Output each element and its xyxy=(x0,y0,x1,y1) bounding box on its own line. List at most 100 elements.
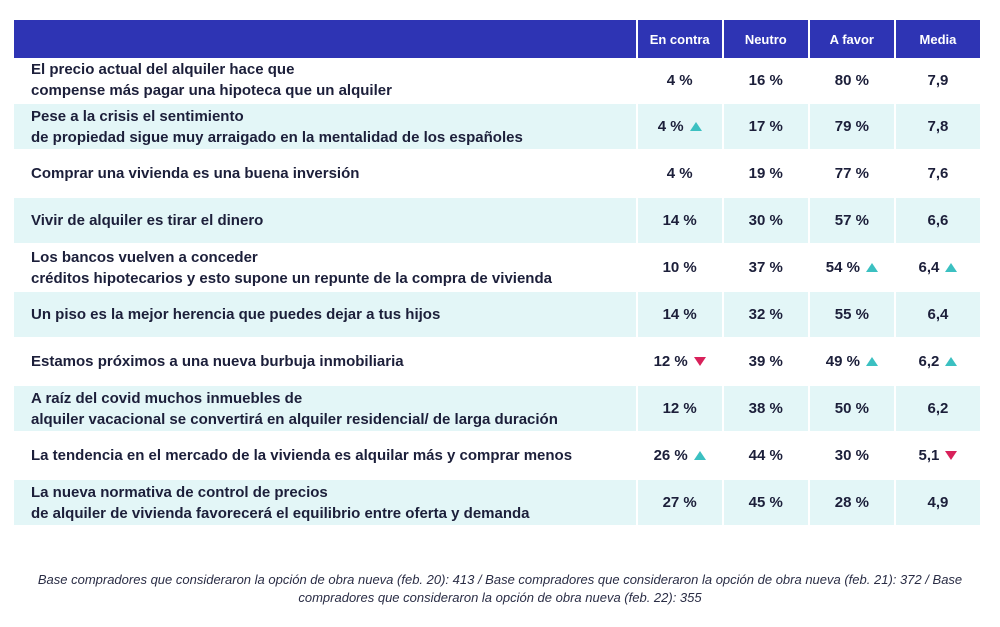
statement-line: Comprar una vivienda es una buena invers… xyxy=(31,165,360,182)
cell-neutro: 37 % xyxy=(723,245,808,292)
value-en-contra: 10 % xyxy=(662,259,697,276)
cell-neutro: 45 % xyxy=(723,480,808,527)
value-a-favor: 50 % xyxy=(834,400,869,417)
cell-a-favor: 54 % xyxy=(809,245,894,292)
table-row: Vivir de alquiler es tirar el dinero 14 %… xyxy=(14,198,980,245)
cell-media: 5,1 xyxy=(895,433,980,480)
cell-a-favor: 80 % xyxy=(809,58,894,104)
statement-line: La nueva normativa de control de precios xyxy=(31,483,328,501)
value-a-favor: 80 % xyxy=(834,71,869,89)
statement-line: El precio actual del alquiler hace que xyxy=(31,61,295,78)
value-en-contra: 12 % xyxy=(662,400,697,417)
value-media: 6,4 xyxy=(927,306,949,323)
statement-line: Pese a la crisis el sentimiento xyxy=(31,107,244,125)
cell-en-contra: 4 % xyxy=(637,104,722,151)
cell-media: 6,4 xyxy=(895,292,980,339)
triangle-up-icon xyxy=(865,356,878,366)
statement-cell: Comprar una vivienda es una buena invers… xyxy=(14,151,636,198)
cell-a-favor: 77 % xyxy=(809,151,894,198)
table-row: Un piso es la mejor herencia que puedes … xyxy=(14,292,980,339)
statement-cell: Estamos próximos a una nueva burbuja inm… xyxy=(14,339,636,386)
triangle-up-icon xyxy=(865,262,878,272)
header-neutro: Neutro xyxy=(723,20,808,58)
cell-media: 7,9 xyxy=(895,58,980,104)
statement-cell: Vivir de alquiler es tirar el dinero xyxy=(14,198,636,245)
header-statement xyxy=(14,20,636,58)
cell-neutro: 19 % xyxy=(723,151,808,198)
footnote: Base compradores que consideraron la opc… xyxy=(37,572,963,605)
cell-media: 6,2 xyxy=(895,386,980,433)
value-en-contra: 14 % xyxy=(662,212,697,229)
value-a-favor: 57 % xyxy=(834,212,869,229)
table-row: Comprar una vivienda es una buena invers… xyxy=(14,151,980,198)
statement-line: Estamos próximos a una nueva burbuja inm… xyxy=(31,353,404,370)
statement-cell: A raíz del covid muchos inmuebles de alqu… xyxy=(14,386,636,433)
cell-media: 6,6 xyxy=(895,198,980,245)
cell-en-contra: 14 % xyxy=(637,292,722,339)
statement-line: créditos hipotecarios y esto supone un r… xyxy=(31,269,552,287)
value-neutro: 19 % xyxy=(748,165,783,182)
value-neutro: 37 % xyxy=(748,259,783,276)
statement-line: alquiler vacacional se convertirá en alq… xyxy=(31,410,558,428)
triangle-up-icon xyxy=(689,121,702,131)
cell-en-contra: 14 % xyxy=(637,198,722,245)
header-media: Media xyxy=(895,20,980,58)
cell-media: 6,4 xyxy=(895,245,980,292)
statement-cell: Pese a la crisis el sentimiento de propie… xyxy=(14,104,636,151)
cell-a-favor: 55 % xyxy=(809,292,894,339)
triangle-up-icon xyxy=(945,356,958,366)
statement-line: A raíz del covid muchos inmuebles de xyxy=(31,389,303,407)
cell-en-contra: 27 % xyxy=(637,480,722,527)
value-en-contra: 14 % xyxy=(662,306,697,323)
cell-en-contra: 12 % xyxy=(637,386,722,433)
value-a-favor: 55 % xyxy=(834,306,869,323)
value-en-contra: 27 % xyxy=(662,494,697,511)
cell-a-favor: 30 % xyxy=(809,433,894,480)
statement-cell: La tendencia en el mercado de la viviend… xyxy=(14,433,636,480)
value-media: 7,6 xyxy=(927,165,949,182)
value-neutro: 32 % xyxy=(748,306,783,323)
value-media: 7,8 xyxy=(927,118,949,135)
value-neutro: 44 % xyxy=(748,447,783,464)
value-en-contra: 4 % xyxy=(657,118,684,135)
cell-neutro: 39 % xyxy=(723,339,808,386)
statement-line: de alquiler de vivienda favorecerá el eq… xyxy=(31,504,530,522)
header-en-contra: En contra xyxy=(637,20,722,58)
table-body: El precio actual del alquiler hace que co… xyxy=(14,58,980,527)
statement-line: La tendencia en el mercado de la viviend… xyxy=(31,447,573,464)
cell-en-contra: 10 % xyxy=(637,245,722,292)
table-row: Los bancos vuelven a conceder créditos hi… xyxy=(14,245,980,292)
cell-en-contra: 4 % xyxy=(637,58,722,104)
cell-a-favor: 49 % xyxy=(809,339,894,386)
cell-media: 4,9 xyxy=(895,480,980,527)
cell-a-favor: 28 % xyxy=(809,480,894,527)
statement-cell: Un piso es la mejor herencia que puedes … xyxy=(14,292,636,339)
table-row: La tendencia en el mercado de la viviend… xyxy=(14,433,980,480)
value-media: 6,4 xyxy=(918,259,940,276)
value-neutro: 17 % xyxy=(748,118,783,135)
cell-neutro: 38 % xyxy=(723,386,808,433)
value-neutro: 16 % xyxy=(748,71,783,89)
table-row: A raíz del covid muchos inmuebles de alqu… xyxy=(14,386,980,433)
statement-line: de propiedad sigue muy arraigado en la m… xyxy=(31,128,523,146)
cell-media: 7,6 xyxy=(895,151,980,198)
table-row: Pese a la crisis el sentimiento de propie… xyxy=(14,104,980,151)
survey-table: En contra Neutro A favor Media El precio… xyxy=(12,20,982,527)
table-row: La nueva normativa de control de precios… xyxy=(14,480,980,527)
cell-neutro: 44 % xyxy=(723,433,808,480)
triangle-down-icon xyxy=(945,450,958,460)
value-en-contra: 12 % xyxy=(653,353,688,370)
statement-line: Los bancos vuelven a conceder xyxy=(31,248,258,266)
statement-cell: La nueva normativa de control de precios… xyxy=(14,480,636,527)
table-row: Estamos próximos a una nueva burbuja inm… xyxy=(14,339,980,386)
value-neutro: 38 % xyxy=(748,400,783,417)
header-row: En contra Neutro A favor Media xyxy=(14,20,980,58)
value-media: 5,1 xyxy=(918,447,940,464)
table-row: El precio actual del alquiler hace que co… xyxy=(14,58,980,104)
triangle-up-icon xyxy=(945,262,958,272)
statement-cell: Los bancos vuelven a conceder créditos hi… xyxy=(14,245,636,292)
cell-en-contra: 26 % xyxy=(637,433,722,480)
statement-cell: El precio actual del alquiler hace que co… xyxy=(14,58,636,104)
value-media: 4,9 xyxy=(927,494,949,511)
statement-line: Un piso es la mejor herencia que puedes … xyxy=(31,306,441,323)
